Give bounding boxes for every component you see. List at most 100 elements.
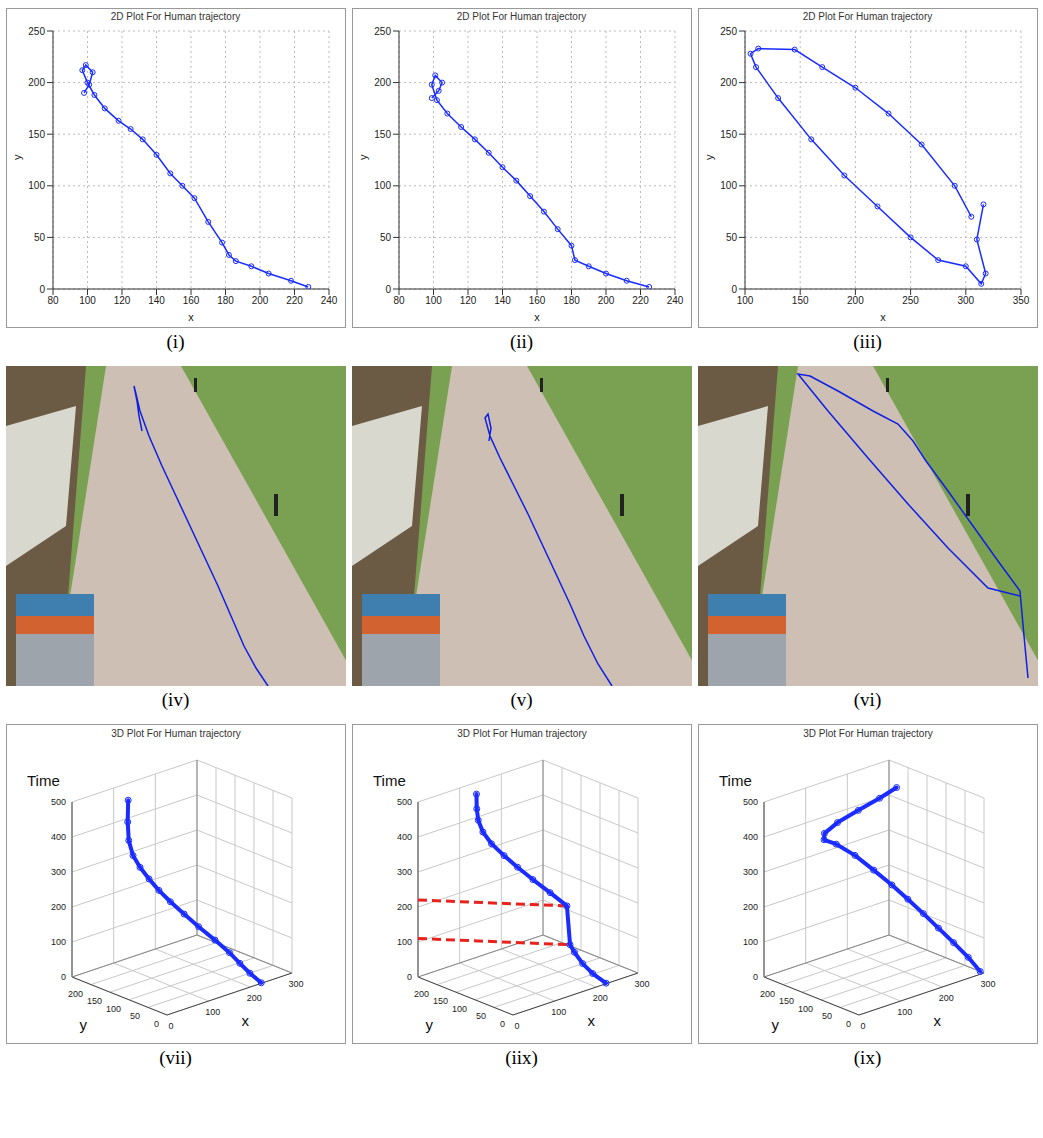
svg-text:y: y [79,1016,87,1033]
svg-text:0: 0 [499,1019,504,1029]
svg-text:100: 100 [551,1007,566,1017]
svg-text:0: 0 [168,1021,173,1031]
svg-text:250: 250 [720,26,737,37]
svg-text:3D Plot For Human trajectory: 3D Plot For Human trajectory [111,728,241,739]
svg-text:350: 350 [1012,295,1029,306]
svg-text:150: 150 [778,996,793,1006]
svg-text:140: 140 [148,295,165,306]
svg-text:200: 200 [847,295,864,306]
svg-text:80: 80 [393,295,405,306]
svg-text:240: 240 [320,295,337,306]
svg-text:100: 100 [451,1004,466,1014]
svg-text:300: 300 [980,979,995,989]
svg-text:180: 180 [217,295,234,306]
svg-text:50: 50 [821,1011,831,1021]
svg-text:400: 400 [742,832,757,842]
svg-text:100: 100 [105,1004,120,1014]
svg-text:0: 0 [385,284,391,295]
svg-text:240: 240 [666,295,683,306]
svg-text:x: x [188,311,194,323]
svg-text:120: 120 [459,295,476,306]
svg-text:150: 150 [86,996,101,1006]
svg-text:200: 200 [413,989,428,999]
svg-text:200: 200 [742,902,757,912]
svg-text:50: 50 [475,1011,485,1021]
svg-text:y: y [702,154,714,160]
svg-text:300: 300 [957,295,974,306]
svg-text:200: 200 [938,993,953,1003]
svg-text:200: 200 [50,902,65,912]
svg-text:200: 200 [720,77,737,88]
svg-text:500: 500 [742,797,757,807]
svg-text:250: 250 [902,295,919,306]
svg-text:200: 200 [246,993,261,1003]
svg-text:100: 100 [897,1007,912,1017]
svg-text:0: 0 [60,972,65,982]
svg-text:0: 0 [731,284,737,295]
svg-text:100: 100 [425,295,442,306]
svg-text:200: 200 [592,993,607,1003]
svg-text:200: 200 [597,295,614,306]
svg-text:160: 160 [182,295,199,306]
svg-text:220: 220 [286,295,303,306]
svg-text:400: 400 [50,832,65,842]
svg-text:y: y [771,1016,779,1033]
svg-text:50: 50 [725,232,737,243]
svg-text:0: 0 [514,1021,519,1031]
svg-text:100: 100 [742,937,757,947]
svg-text:100: 100 [50,937,65,947]
svg-text:x: x [587,1012,595,1029]
svg-text:x: x [933,1012,941,1029]
svg-text:100: 100 [28,180,45,191]
svg-text:200: 200 [28,77,45,88]
svg-text:50: 50 [129,1011,139,1021]
svg-text:250: 250 [28,26,45,37]
svg-text:80: 80 [47,295,59,306]
svg-text:y: y [425,1016,433,1033]
svg-text:500: 500 [50,797,65,807]
svg-text:140: 140 [494,295,511,306]
svg-text:y: y [356,154,368,160]
svg-text:120: 120 [113,295,130,306]
svg-text:160: 160 [528,295,545,306]
svg-text:Time: Time [719,772,752,789]
svg-text:y: y [10,154,22,160]
svg-text:150: 150 [791,295,808,306]
svg-text:100: 100 [736,295,753,306]
svg-text:100: 100 [797,1004,812,1014]
svg-text:0: 0 [153,1019,158,1029]
svg-text:50: 50 [33,232,45,243]
svg-text:220: 220 [632,295,649,306]
svg-text:3D Plot For Human trajectory: 3D Plot For Human trajectory [803,728,933,739]
svg-text:150: 150 [28,129,45,140]
svg-text:150: 150 [432,996,447,1006]
svg-text:0: 0 [752,972,757,982]
svg-text:3D Plot For Human trajectory: 3D Plot For Human trajectory [457,728,587,739]
svg-text:150: 150 [720,129,737,140]
svg-text:200: 200 [374,77,391,88]
svg-text:200: 200 [251,295,268,306]
svg-text:250: 250 [374,26,391,37]
svg-text:0: 0 [860,1021,865,1031]
svg-text:150: 150 [374,129,391,140]
svg-text:x: x [241,1012,249,1029]
svg-text:Time: Time [373,772,406,789]
svg-text:x: x [880,311,886,323]
svg-text:180: 180 [563,295,580,306]
svg-text:50: 50 [379,232,391,243]
svg-text:100: 100 [205,1007,220,1017]
svg-text:200: 200 [759,989,774,999]
svg-text:0: 0 [845,1019,850,1029]
svg-text:300: 300 [50,867,65,877]
svg-text:200: 200 [396,902,411,912]
svg-text:0: 0 [406,972,411,982]
svg-text:500: 500 [396,797,411,807]
svg-text:x: x [534,311,540,323]
svg-text:400: 400 [396,832,411,842]
svg-text:0: 0 [39,284,45,295]
svg-text:200: 200 [67,989,82,999]
svg-text:100: 100 [396,937,411,947]
svg-text:300: 300 [288,979,303,989]
svg-text:100: 100 [720,180,737,191]
svg-text:100: 100 [374,180,391,191]
